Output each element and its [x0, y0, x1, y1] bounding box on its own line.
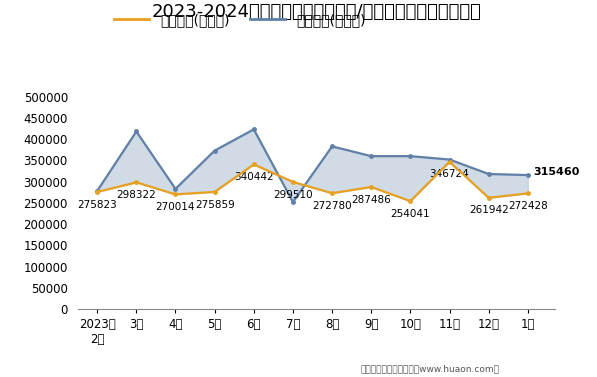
Text: 261942: 261942 [469, 205, 509, 216]
Text: 275823: 275823 [77, 199, 117, 210]
Text: 315460: 315460 [534, 167, 580, 177]
Text: 270014: 270014 [156, 202, 195, 212]
Text: 346724: 346724 [430, 169, 469, 179]
Text: 287486: 287486 [352, 195, 391, 205]
Text: 272780: 272780 [312, 201, 352, 211]
Title: 2023-2024年大连市（境内目的地/货源地）进、出口额统计: 2023-2024年大连市（境内目的地/货源地）进、出口额统计 [152, 3, 481, 21]
Text: 254041: 254041 [390, 209, 430, 219]
Text: 299510: 299510 [273, 190, 313, 199]
Legend: 出口总额(万美元), 进口总额(万美元): 出口总额(万美元), 进口总额(万美元) [109, 8, 371, 33]
Text: 275859: 275859 [195, 199, 235, 210]
Text: 272428: 272428 [508, 201, 547, 211]
Text: 制图：华经产业研究院（www.huaon.com）: 制图：华经产业研究院（www.huaon.com） [361, 364, 499, 373]
Text: 340442: 340442 [234, 172, 273, 182]
Text: 298322: 298322 [116, 190, 156, 200]
